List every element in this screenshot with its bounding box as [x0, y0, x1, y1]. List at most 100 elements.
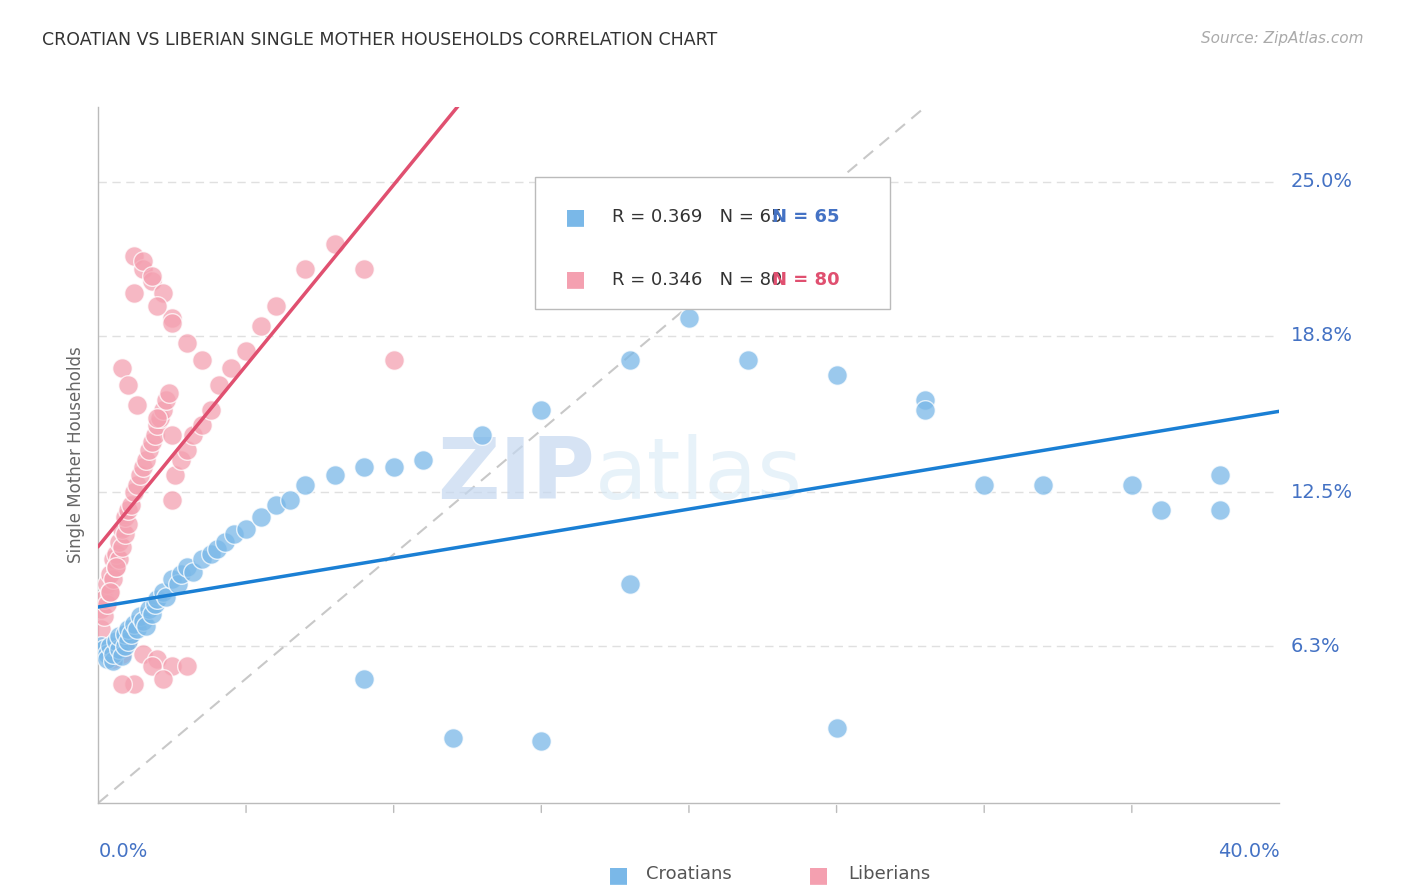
Text: Croatians: Croatians [647, 865, 731, 883]
Point [162, 659, 183, 673]
Point [125, 622, 148, 636]
Point [235, 523, 257, 537]
Y-axis label: Single Mother Households: Single Mother Households [66, 347, 84, 563]
Point [471, 428, 494, 442]
Point [98, 567, 121, 582]
Point [98, 584, 121, 599]
Point [181, 428, 204, 442]
Point [105, 559, 128, 574]
Point [122, 616, 145, 631]
Point [132, 615, 155, 629]
Point [382, 353, 405, 368]
Point [176, 336, 198, 351]
Point [162, 492, 183, 507]
Point [264, 498, 287, 512]
Point [146, 418, 169, 433]
Point [219, 361, 242, 376]
Point [103, 647, 125, 661]
Point [111, 540, 134, 554]
Point [98, 584, 121, 599]
Point [170, 453, 193, 467]
Point [1209, 502, 1232, 516]
Point [114, 639, 136, 653]
Point [323, 236, 346, 251]
Point [138, 602, 160, 616]
Text: ■: ■ [808, 865, 830, 886]
Point [162, 428, 183, 442]
Point [1032, 477, 1054, 491]
Point [122, 676, 145, 690]
Point [117, 378, 139, 392]
Point [191, 552, 214, 566]
Point [250, 510, 273, 524]
Point [122, 286, 145, 301]
Point [170, 567, 193, 582]
Point [530, 733, 553, 747]
Point [117, 634, 139, 648]
Point [191, 353, 214, 368]
Point [125, 398, 148, 412]
Point [176, 559, 198, 574]
Point [108, 552, 131, 566]
Point [120, 627, 142, 641]
Point [120, 498, 142, 512]
Point [117, 634, 139, 648]
Point [135, 619, 157, 633]
Point [105, 559, 128, 574]
Point [382, 460, 405, 475]
Point [103, 654, 125, 668]
Point [294, 261, 316, 276]
Point [108, 535, 131, 549]
Point [162, 311, 183, 326]
Point [146, 651, 169, 665]
Point [143, 597, 166, 611]
Point [1121, 477, 1143, 491]
Point [162, 572, 183, 586]
Point [114, 627, 136, 641]
Text: R = 0.346   N = 80: R = 0.346 N = 80 [612, 270, 782, 289]
Point [93, 641, 115, 656]
Point [441, 731, 464, 746]
Point [141, 435, 163, 450]
Point [152, 584, 174, 599]
Point [825, 721, 848, 735]
Point [167, 577, 190, 591]
Point [1150, 502, 1173, 516]
Point [132, 460, 155, 475]
Point [1209, 467, 1232, 482]
Point [141, 659, 163, 673]
Point [103, 651, 125, 665]
Text: ZIP: ZIP [437, 434, 595, 517]
Point [128, 609, 150, 624]
Point [235, 343, 257, 358]
Point [93, 592, 115, 607]
Point [412, 453, 434, 467]
Point [152, 286, 174, 301]
Text: ■: ■ [607, 865, 628, 886]
Point [162, 316, 183, 330]
Point [96, 647, 118, 661]
Point [224, 527, 246, 541]
Point [111, 649, 134, 664]
Text: 18.8%: 18.8% [1291, 326, 1353, 345]
Point [530, 403, 553, 417]
Point [128, 467, 150, 482]
Point [250, 318, 273, 333]
Point [149, 410, 172, 425]
Point [96, 651, 118, 665]
Point [200, 547, 222, 561]
Point [294, 477, 316, 491]
Text: N = 65: N = 65 [772, 208, 839, 226]
Point [146, 410, 169, 425]
Text: 25.0%: 25.0% [1291, 172, 1353, 191]
Point [111, 523, 134, 537]
Point [111, 676, 134, 690]
Point [214, 535, 236, 549]
Point [152, 672, 174, 686]
Point [155, 393, 177, 408]
Point [141, 274, 163, 288]
Point [146, 299, 169, 313]
Point [90, 602, 112, 616]
Point [141, 268, 163, 283]
Point [914, 403, 936, 417]
